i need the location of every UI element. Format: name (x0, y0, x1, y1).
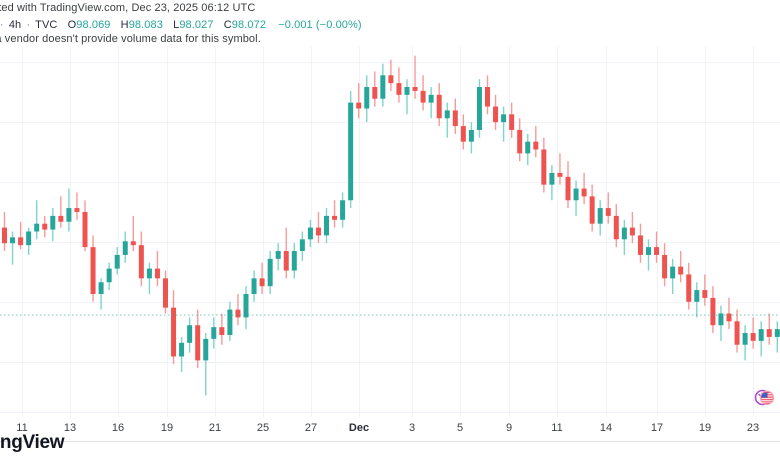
legend-separator-2: · (26, 19, 31, 31)
chart-plot-area[interactable] (0, 46, 780, 417)
time-axis-tick-15: 23 (746, 422, 760, 434)
open-value: 98.069 (76, 19, 111, 31)
candlestick-series (2, 55, 780, 396)
chart-legend[interactable]: DXY · 4h · TVC O98.069 H98.083 L98.027 C… (0, 19, 362, 31)
open-label: O (67, 19, 77, 31)
time-axis-tick-1: 13 (63, 422, 77, 434)
high-label: H (120, 19, 129, 31)
low-value: 98.027 (179, 19, 214, 31)
time-axis-tick-10: 9 (505, 422, 513, 434)
time-axis-tick-12: 14 (599, 422, 613, 434)
legend-change: −0.001 (−0.00%) (278, 19, 362, 31)
volume-data-notice: Data vendor doesn't provide volume data … (0, 33, 261, 45)
time-axis-tick-3: 19 (160, 422, 174, 434)
high-value: 98.083 (128, 19, 163, 31)
time-axis-tick-5: 25 (256, 422, 270, 434)
legend-interval[interactable]: 4h (8, 19, 22, 31)
close-value: 98.072 (231, 19, 267, 31)
chart-gridlines (0, 46, 780, 417)
time-axis-tick-9: 5 (456, 422, 464, 434)
low-label: L (173, 19, 180, 31)
legend-exchange: TVC (35, 19, 58, 31)
time-axis-tick-4: 21 (208, 422, 222, 434)
legend-open: O98.069 (68, 19, 111, 31)
time-axis-tick-13: 17 (650, 422, 664, 434)
attribution-text: Created with TradingView.com, Dec 23, 20… (0, 2, 256, 14)
account-flag-badge[interactable] (754, 386, 775, 407)
tradingview-watermark: TradingView (0, 432, 65, 453)
time-axis-tick-11: 11 (551, 422, 563, 434)
time-axis-tick-2: 16 (111, 422, 125, 434)
time-axis[interactable]: 11 13 16 19 21 25 27 Dec 3 5 9 11 14 17 19 23 (0, 417, 780, 442)
last-price-line (0, 314, 780, 316)
time-axis-tick-0: 11 (16, 422, 28, 434)
time-axis-tick-8: 3 (408, 422, 416, 434)
legend-close: C98.072 (224, 19, 266, 31)
legend-separator-1: · (0, 19, 4, 31)
time-axis-tick-6: 27 (304, 422, 318, 434)
time-axis-tick-14: 19 (698, 422, 712, 434)
legend-high: H98.083 (121, 19, 163, 31)
legend-low: L98.027 (173, 19, 213, 31)
close-label: C (223, 19, 232, 31)
time-axis-tick-7: Dec (348, 422, 370, 434)
